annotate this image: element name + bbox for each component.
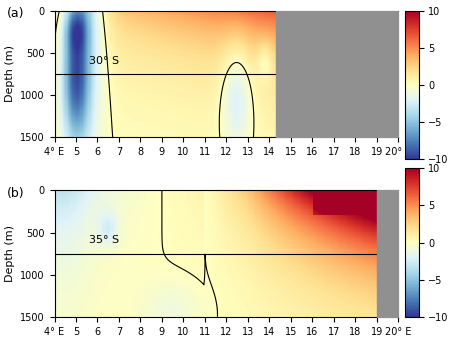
Y-axis label: Depth (m): Depth (m) [5, 225, 15, 282]
Text: 35° S: 35° S [89, 236, 119, 246]
Y-axis label: Depth (m): Depth (m) [5, 45, 15, 102]
Text: (a): (a) [7, 7, 24, 20]
Text: 30° S: 30° S [89, 56, 119, 66]
Text: (b): (b) [7, 187, 24, 199]
